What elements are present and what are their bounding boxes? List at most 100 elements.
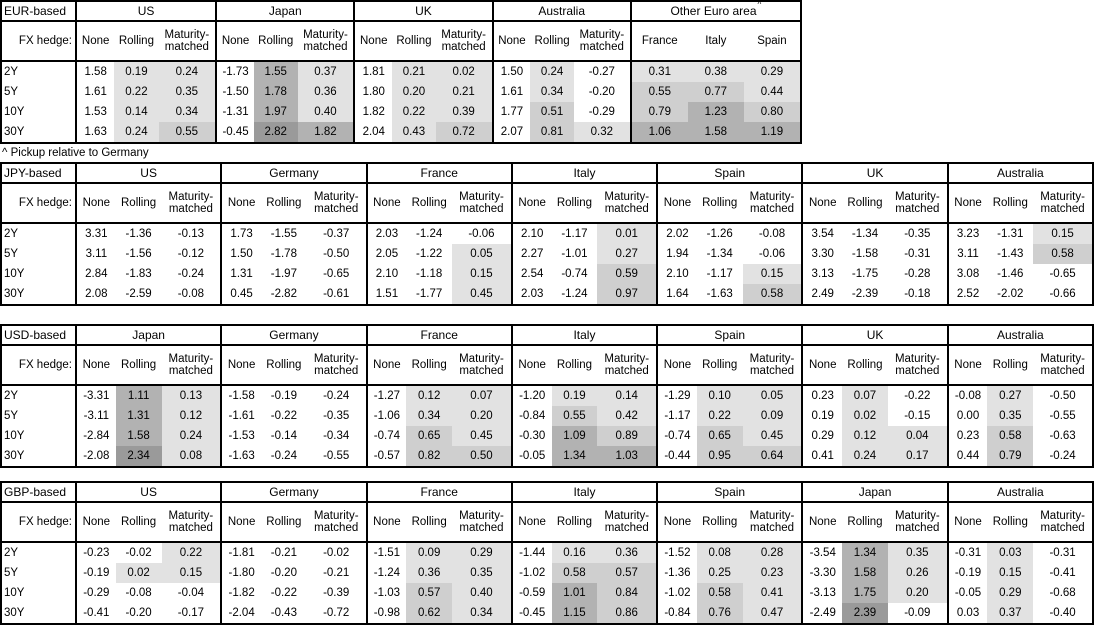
value-cell: 0.08 — [696, 543, 743, 563]
country-group: 1.50 0.24 -0.27 — [491, 62, 630, 82]
fx-hedge-label: FX hedge: — [2, 503, 77, 541]
country-group: 2.10 -1.18 0.15 — [365, 264, 511, 284]
value-cell: -1.58 — [851, 248, 879, 260]
tenor-label: 5Y — [2, 82, 77, 102]
value-cell: -2.39 — [851, 288, 879, 300]
fx-hedge-label: FX hedge: — [2, 184, 77, 222]
value-cell: 2.03 — [375, 228, 399, 240]
value-cell: -0.21 — [323, 567, 350, 579]
country-group: None Rolling Maturity-matched — [510, 184, 656, 222]
country-group: -1.61 -0.22 -0.35 — [220, 406, 365, 426]
value-cell: 0.10 — [696, 386, 743, 406]
value-cell: -0.40 — [1049, 607, 1076, 619]
value-cell: 0.02 — [115, 563, 162, 583]
table-row: USD-based Japan Germany France Italy Spain UK A… — [2, 326, 1092, 346]
hedge-type-header: None — [808, 358, 837, 371]
country-group: None Rolling Maturity-matched — [220, 346, 365, 384]
value-cell: 0.43 — [392, 122, 436, 142]
hedge-type-header: Rolling — [534, 34, 570, 47]
country-group: None Rolling Maturity-matched — [77, 184, 220, 222]
value-cell: 2.27 — [520, 248, 544, 260]
country-group: -1.44 0.16 0.36 — [510, 543, 657, 563]
value-cell: 0.29 — [743, 62, 800, 82]
hedge-type-header: None — [227, 515, 256, 528]
country-name: Italy — [573, 328, 596, 342]
value-cell: 0.15 — [987, 563, 1034, 583]
value-cell: 1.23 — [687, 102, 744, 122]
hedge-type-header: Maturity-matched — [894, 352, 940, 378]
value-cell: -1.50 — [222, 86, 249, 98]
value-cell: -1.17 — [664, 410, 691, 422]
country-group: -0.19 0.15 -0.41 — [946, 563, 1092, 583]
value-cell: 0.12 — [406, 386, 453, 406]
value-cell: 0.02 — [435, 62, 492, 82]
hedge-type-header: None — [663, 515, 692, 528]
country-name: Spain — [714, 328, 746, 342]
hedge-type-header: Maturity-matched — [168, 190, 214, 216]
country-group: None Rolling Maturity-matched — [353, 22, 491, 60]
value-cell: -0.84 — [519, 410, 546, 422]
value-cell: -2.04 — [228, 607, 255, 619]
value-cell: -1.34 — [706, 248, 733, 260]
value-cell: 0.09 — [742, 406, 802, 426]
value-cell: 2.10 — [666, 268, 689, 280]
value-cell: 1.75 — [842, 583, 888, 603]
value-cell: -1.46 — [997, 268, 1024, 280]
country-group: 1.63 0.24 0.55 — [77, 122, 216, 142]
value-cell: -1.02 — [519, 567, 546, 579]
country-group: -3.54 1.34 0.35 — [801, 543, 947, 563]
country-name: Italy — [573, 166, 596, 180]
country-group: -0.59 1.01 0.84 — [510, 583, 657, 603]
hedge-type-header: Rolling — [992, 358, 1028, 371]
value-cell: 0.58 — [742, 284, 802, 304]
value-cell: -0.29 — [588, 106, 615, 118]
country-header: Australia — [946, 164, 1092, 182]
hedge-type-header: Rolling — [258, 34, 294, 47]
value-cell: -1.24 — [373, 567, 400, 579]
value-cell: 1.97 — [253, 102, 298, 122]
value-cell: 0.45 — [230, 288, 253, 300]
country-group: None Rolling Maturity-matched — [801, 503, 946, 541]
value-cell: 0.24 — [161, 426, 221, 446]
value-cell: -1.73 — [222, 66, 249, 78]
table-row: 10Y -2.84 1.58 0.24 -1.53 -0.14 -0.34 -0.74 0.65… — [2, 426, 1092, 446]
country-group: -1.50 1.78 0.36 — [215, 82, 354, 102]
hedge-type-header: None — [227, 358, 256, 371]
country-group: 2.52 -2.02 -0.66 — [946, 284, 1092, 304]
country-header: UK — [801, 326, 946, 344]
value-cell: 0.40 — [452, 583, 511, 603]
value-cell: 1.61 — [500, 86, 524, 98]
value-cell: 0.64 — [742, 446, 802, 466]
hedge-type-header: Maturity-matched — [313, 190, 359, 216]
value-cell: 0.27 — [597, 244, 657, 264]
value-cell: 0.47 — [742, 603, 802, 623]
value-cell: 0.44 — [956, 450, 980, 462]
value-cell: 0.35 — [887, 543, 947, 563]
country-header: Spain — [656, 164, 801, 182]
hedge-type-header: Maturity-matched — [441, 28, 486, 54]
hedge-type-header: None — [373, 358, 401, 371]
country-group: None Rolling Maturity-matched — [510, 346, 656, 384]
tenor-label: 30Y — [2, 446, 77, 466]
country-group: -1.17 0.22 0.09 — [656, 406, 802, 426]
value-cell: 0.40 — [297, 102, 354, 122]
table-row: 30Y 2.08 -2.59 -0.08 0.45 -2.82 -0.61 1.51 -1.77… — [2, 284, 1092, 304]
value-cell: 2.49 — [811, 288, 834, 300]
value-cell: 3.13 — [811, 268, 834, 280]
value-cell: 0.14 — [114, 102, 159, 122]
hedge-type-header: Rolling — [992, 196, 1028, 209]
value-cell: -0.14 — [270, 430, 297, 442]
value-cell: -1.58 — [228, 390, 255, 402]
country-name: Germany — [269, 485, 319, 499]
tenor-label: 30Y — [2, 603, 77, 623]
country-group: -1.24 0.36 0.35 — [365, 563, 511, 583]
value-cell: 1.11 — [115, 386, 162, 406]
country-group: -2.08 2.34 0.08 — [77, 446, 221, 466]
country-group: -1.06 0.34 0.20 — [365, 406, 511, 426]
country-name: Australia — [538, 4, 585, 18]
value-cell: -0.06 — [758, 248, 786, 260]
value-cell: 0.25 — [696, 563, 743, 583]
table-jpy-based: JPY-based US Germany France Italy Spain UK Aust… — [0, 162, 1094, 306]
country-group: -1.80 -0.20 -0.21 — [220, 563, 365, 583]
hedge-type-header: Rolling — [556, 515, 593, 528]
